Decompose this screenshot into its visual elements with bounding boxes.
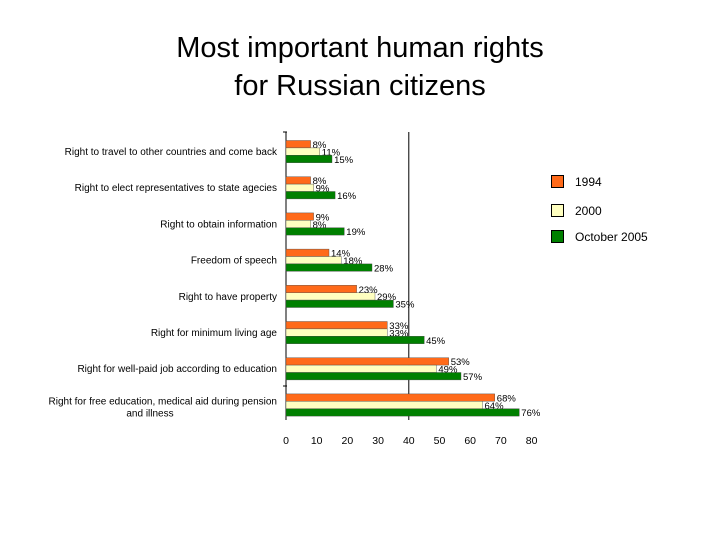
data-label: 8% xyxy=(313,220,327,231)
legend-swatch-2000 xyxy=(551,204,564,217)
category-label: Right to obtain information xyxy=(160,219,277,230)
chart-title-line-2: for Russian citizens xyxy=(234,70,486,102)
data-label: 33% xyxy=(389,321,409,332)
x-tick-label: 50 xyxy=(434,435,446,447)
x-tick-label: 60 xyxy=(464,435,476,447)
data-label: 57% xyxy=(463,372,483,383)
data-label: 68% xyxy=(497,393,517,404)
legend-swatch-1994 xyxy=(551,175,564,188)
bar-october-2005 xyxy=(285,408,520,417)
data-label: 19% xyxy=(346,227,366,238)
bar-2000 xyxy=(285,292,376,301)
data-label: 15% xyxy=(334,155,354,166)
legend-item-1994: 1994 xyxy=(551,174,701,190)
data-label: 33% xyxy=(389,328,409,339)
bar-october-2005 xyxy=(285,336,425,344)
data-label: 23% xyxy=(359,285,379,296)
data-label: 16% xyxy=(337,191,357,202)
x-tick-label: 80 xyxy=(526,435,538,447)
legend-item-october-2005: October 2005 xyxy=(551,229,701,245)
chart-title-line-1: Most important human rights xyxy=(176,32,544,64)
data-label: 49% xyxy=(438,365,458,376)
category-label: and illness xyxy=(126,408,173,419)
bar-2000 xyxy=(285,220,311,228)
legend-label-october-2005: October 2005 xyxy=(575,230,648,244)
bar-1994 xyxy=(285,285,357,293)
bar-1994 xyxy=(285,321,388,330)
bar-1994 xyxy=(285,140,311,149)
data-label: 29% xyxy=(377,292,397,303)
x-tick-label: 70 xyxy=(495,435,507,447)
legend-label-2000: 2000 xyxy=(575,204,602,218)
data-label: 35% xyxy=(395,300,415,311)
bar-october-2005 xyxy=(285,191,336,200)
bar-october-2005 xyxy=(285,227,345,236)
bar-2000 xyxy=(285,328,388,337)
category-label: Freedom of speech xyxy=(191,256,277,267)
x-tick-label: 40 xyxy=(403,435,415,447)
bar-1994 xyxy=(285,393,496,402)
data-label: 53% xyxy=(451,357,471,368)
data-label: 9% xyxy=(316,212,330,223)
data-label: 9% xyxy=(316,184,330,195)
bar-1994 xyxy=(285,212,314,221)
x-tick-label: 20 xyxy=(342,435,354,447)
data-label: 64% xyxy=(485,401,505,412)
x-tick-label: 30 xyxy=(372,435,384,447)
data-label: 76% xyxy=(521,408,541,419)
category-label: Right to have property xyxy=(179,292,277,303)
data-label: 28% xyxy=(374,263,394,274)
data-label: 18% xyxy=(343,256,363,267)
data-label: 11% xyxy=(322,147,341,158)
bar-2000 xyxy=(285,401,483,409)
legend-label-1994: 1994 xyxy=(575,175,602,189)
bar-1994 xyxy=(285,357,449,366)
x-tick-label: 0 xyxy=(283,435,289,447)
legend-item-2000: 2000 xyxy=(551,203,701,219)
bar-october-2005 xyxy=(285,372,462,381)
bar-1994 xyxy=(285,248,330,257)
data-label: 8% xyxy=(313,140,327,151)
category-label: Right for minimum living age xyxy=(151,328,278,339)
bar-2000 xyxy=(285,256,342,265)
legend-swatch-october-2005 xyxy=(551,230,564,243)
x-tick-label: 10 xyxy=(311,435,323,447)
bar-october-2005 xyxy=(285,155,333,163)
bar-october-2005 xyxy=(285,263,373,272)
bar-2000 xyxy=(285,364,437,373)
data-label: 14% xyxy=(331,249,351,260)
category-label: Right to travel to other countries and c… xyxy=(65,147,278,158)
category-label: Right for free education, medical aid du… xyxy=(49,396,277,407)
category-label: Right to elect representatives to state … xyxy=(75,183,277,194)
bar-2000 xyxy=(285,183,314,192)
category-label: Right for well-paid job according to edu… xyxy=(77,364,277,375)
data-label: 8% xyxy=(313,176,327,187)
bar-1994 xyxy=(285,176,311,185)
bar-october-2005 xyxy=(285,299,394,308)
data-label: 45% xyxy=(426,336,446,347)
bar-2000 xyxy=(285,147,320,156)
